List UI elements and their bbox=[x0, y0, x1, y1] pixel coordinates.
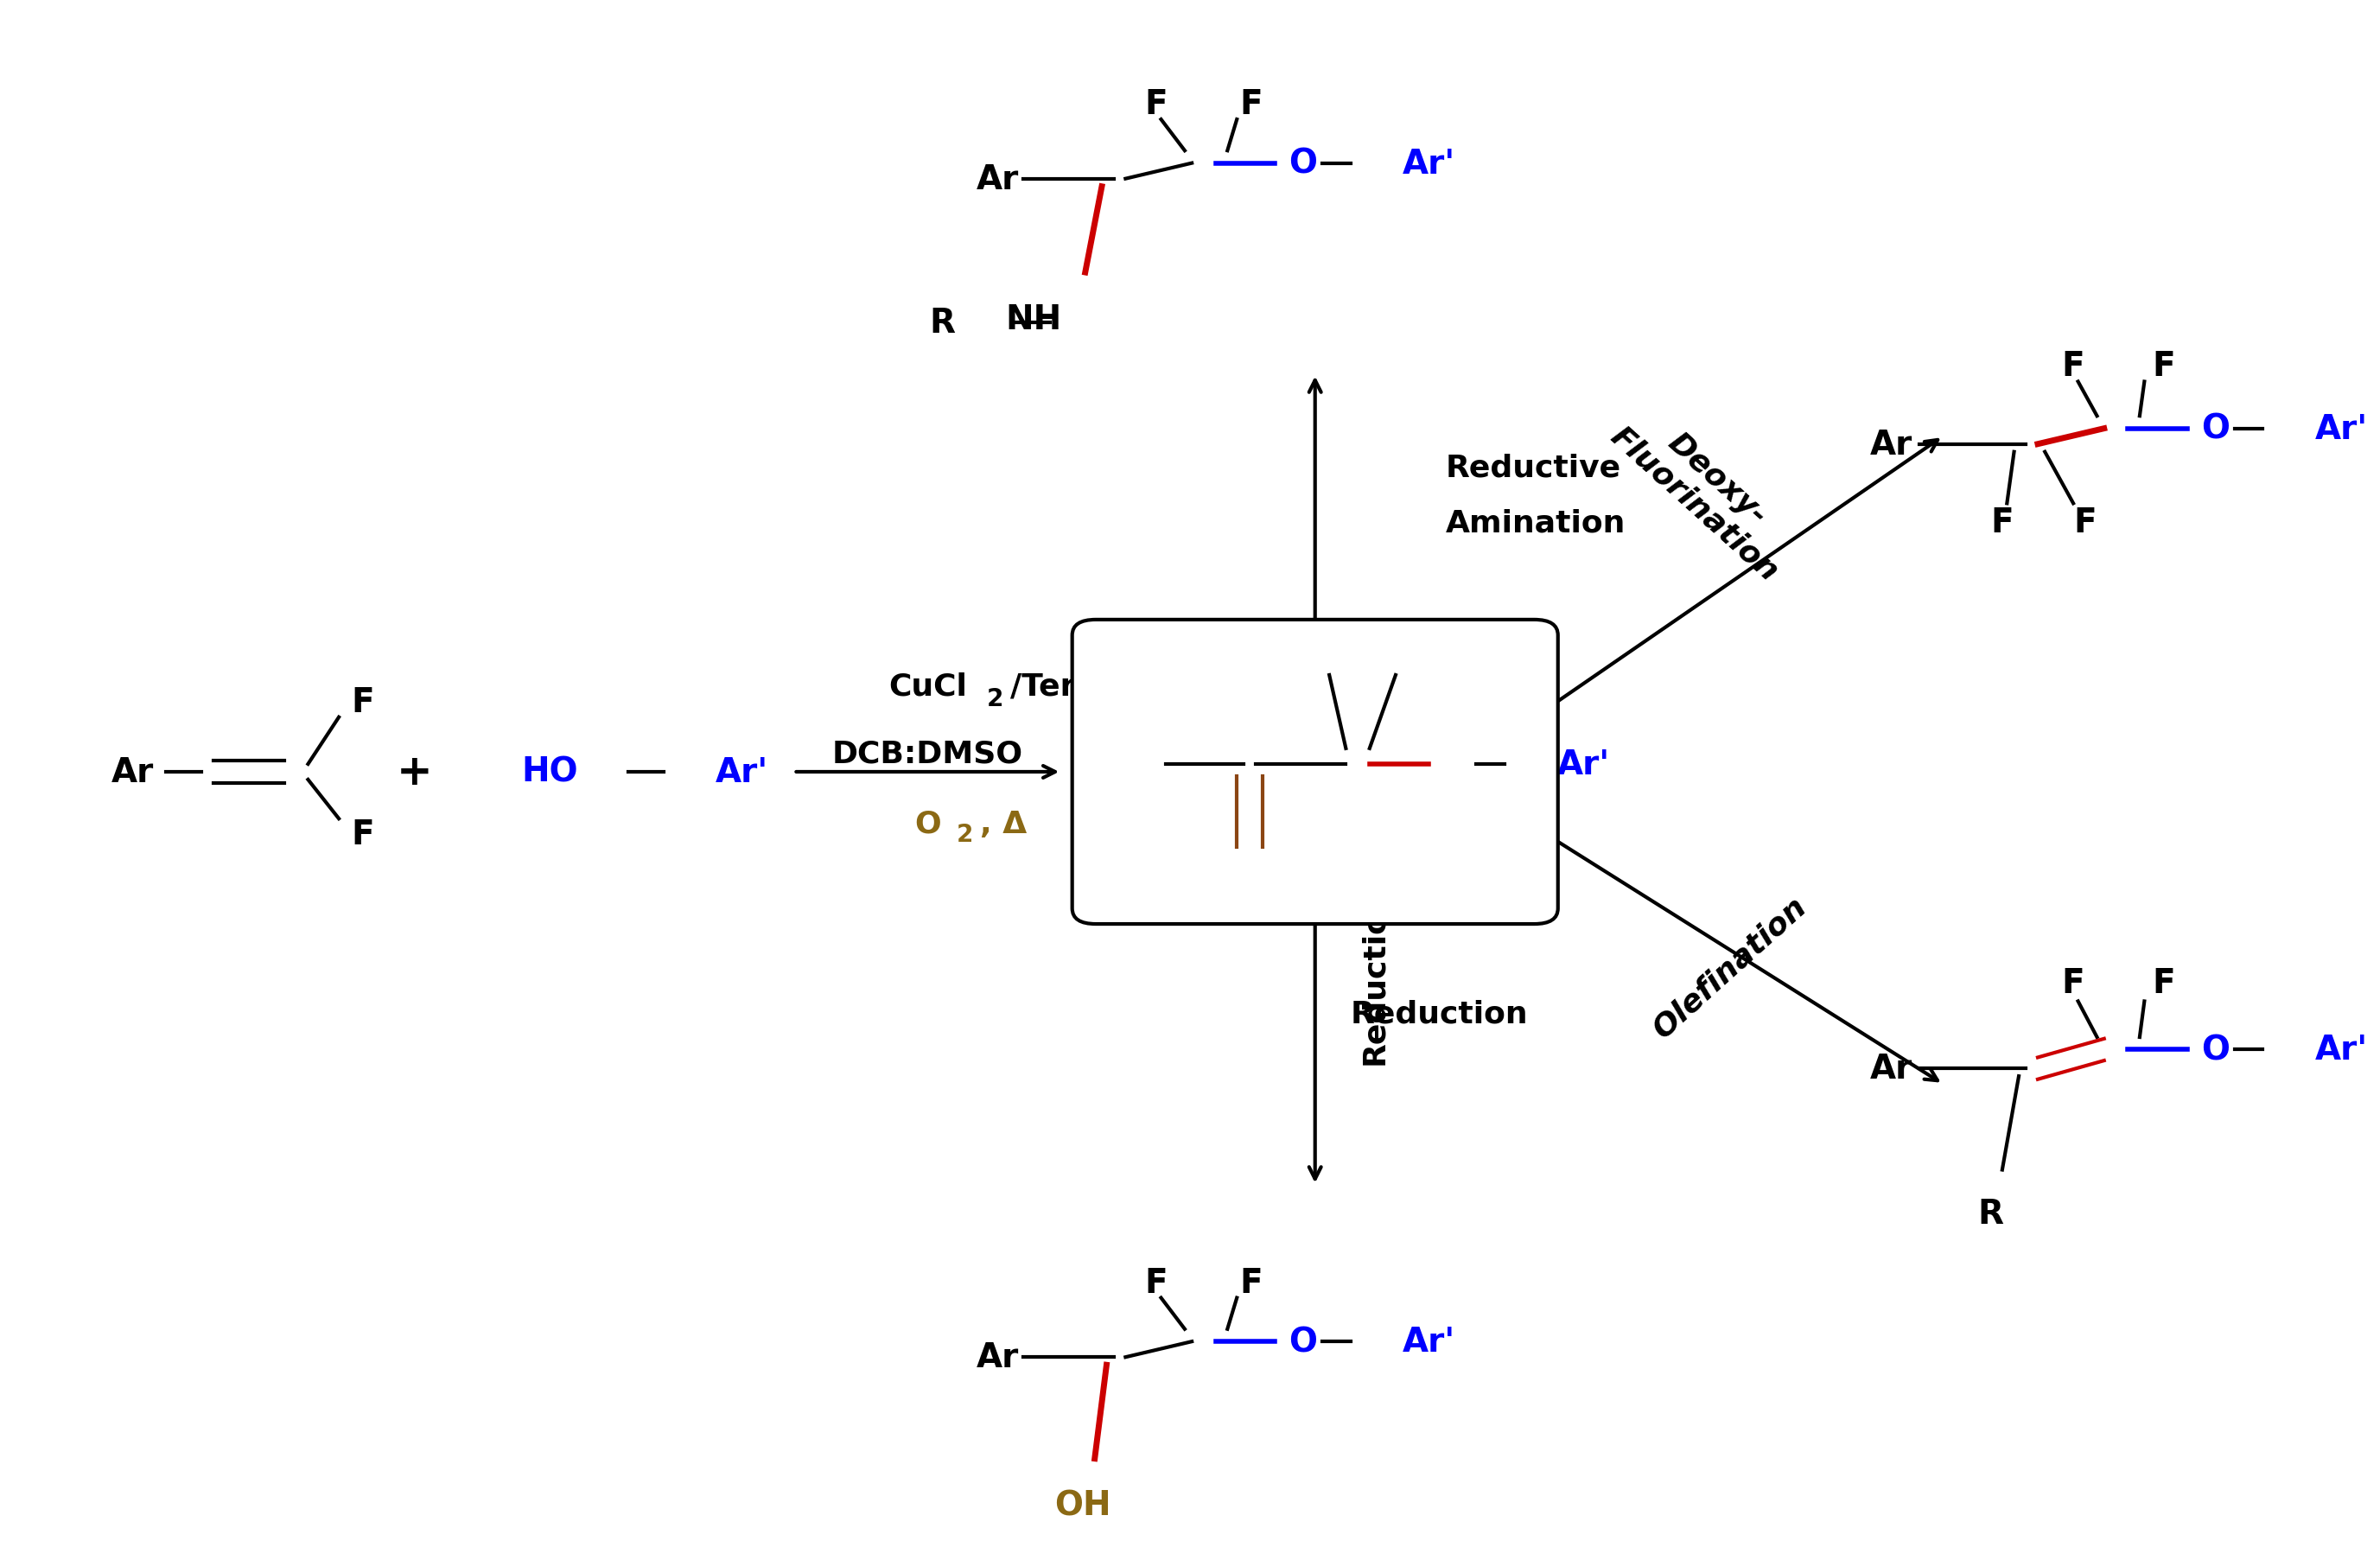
Text: CuCl: CuCl bbox=[888, 672, 966, 700]
Text: O: O bbox=[1442, 747, 1471, 782]
Text: HO: HO bbox=[521, 755, 578, 789]
FancyBboxPatch shape bbox=[1073, 621, 1559, 924]
Text: F: F bbox=[1990, 505, 2013, 540]
Text: F: F bbox=[350, 685, 374, 719]
Text: Ar': Ar' bbox=[2316, 412, 2368, 446]
Text: DCB:DMSO: DCB:DMSO bbox=[833, 739, 1023, 768]
Text: F: F bbox=[1240, 87, 1264, 122]
Text: F: F bbox=[2073, 505, 2097, 540]
Text: Olefination: Olefination bbox=[1647, 891, 1811, 1044]
Text: O: O bbox=[2202, 1033, 2230, 1067]
Text: F: F bbox=[2152, 349, 2175, 384]
Text: +: + bbox=[397, 752, 433, 792]
Text: R: R bbox=[928, 306, 954, 340]
Text: Ar: Ar bbox=[1111, 747, 1154, 782]
Text: , Δ: , Δ bbox=[981, 810, 1026, 838]
Text: Ar': Ar' bbox=[716, 755, 769, 789]
Text: Ar: Ar bbox=[1871, 1051, 1911, 1086]
Text: F: F bbox=[2061, 349, 2085, 384]
Text: Ar': Ar' bbox=[1402, 1324, 1457, 1359]
Text: 2: 2 bbox=[957, 822, 973, 847]
Text: O: O bbox=[1290, 147, 1319, 181]
Text: F: F bbox=[1319, 638, 1340, 672]
Text: Reduction: Reduction bbox=[1359, 886, 1390, 1064]
Text: R: R bbox=[1978, 1197, 2004, 1231]
Text: Reductive: Reductive bbox=[1445, 454, 1621, 482]
Text: Ar': Ar' bbox=[1557, 747, 1609, 782]
Text: Ar: Ar bbox=[976, 162, 1019, 197]
Text: Ar': Ar' bbox=[1402, 147, 1457, 181]
Text: OH: OH bbox=[1054, 1488, 1111, 1523]
Text: Ar: Ar bbox=[976, 1340, 1019, 1374]
Text: 2: 2 bbox=[988, 686, 1004, 711]
Text: O: O bbox=[914, 810, 940, 838]
Text: Ar: Ar bbox=[1871, 427, 1911, 462]
Text: Ar': Ar' bbox=[2316, 1033, 2368, 1067]
Text: O: O bbox=[1290, 1324, 1319, 1359]
Text: Deoxy-
Fluorination: Deoxy- Fluorination bbox=[1604, 396, 1806, 587]
Text: O: O bbox=[1230, 852, 1259, 886]
Text: F: F bbox=[2061, 966, 2085, 1000]
Text: Reduction: Reduction bbox=[1349, 1000, 1528, 1028]
Text: F: F bbox=[1240, 1265, 1264, 1299]
Text: F: F bbox=[350, 817, 374, 852]
Text: F: F bbox=[2152, 966, 2175, 1000]
Text: Ar: Ar bbox=[112, 755, 155, 789]
Text: F: F bbox=[1145, 1265, 1169, 1299]
Text: Amination: Amination bbox=[1445, 509, 1626, 537]
Text: F: F bbox=[1407, 638, 1428, 672]
Text: NH: NH bbox=[1004, 303, 1061, 337]
Text: /Terpy: /Terpy bbox=[1012, 672, 1119, 700]
Text: F: F bbox=[1145, 87, 1169, 122]
Text: O: O bbox=[2202, 412, 2230, 446]
